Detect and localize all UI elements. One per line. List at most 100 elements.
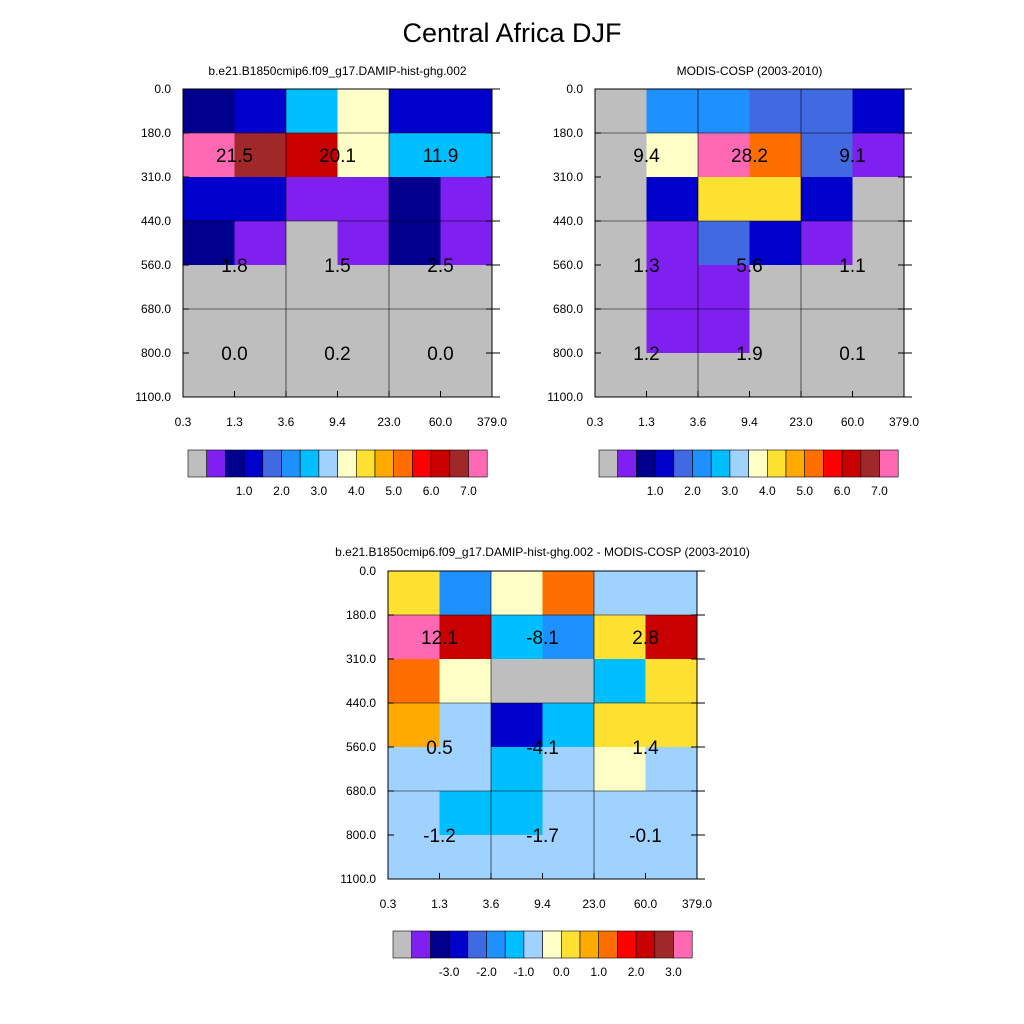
colorbar-swatch	[504, 930, 525, 959]
heatmap-cell	[542, 571, 595, 616]
y-tick-label: 560.0	[553, 258, 583, 272]
page-title: Central Africa DJF	[402, 18, 622, 48]
y-tick-label: 310.0	[553, 170, 583, 184]
heatmap-cell	[646, 309, 699, 354]
heatmap-cell	[749, 177, 802, 222]
heatmap-cell	[388, 791, 440, 836]
y-tick-label: 440.0	[553, 214, 583, 228]
cell-value-label: 1.1	[839, 256, 865, 277]
heatmap-cell	[286, 353, 338, 398]
cell-value-label: 2.8	[632, 628, 658, 649]
colorbar-label: 1.0	[590, 965, 607, 979]
colorbar-label: 4.0	[348, 484, 365, 498]
heatmap-cell	[439, 791, 492, 836]
y-tick-label: 1100.0	[547, 390, 583, 404]
colorbar-label: 5.0	[796, 484, 813, 498]
heatmap-cell	[595, 265, 647, 310]
heatmap-cell	[852, 265, 905, 310]
heatmap-cell	[595, 89, 647, 134]
y-tick-label: 0.0	[154, 82, 171, 96]
heatmap-cell	[388, 659, 440, 704]
x-tick-label: 0.3	[587, 415, 604, 429]
heatmap-cell	[286, 265, 338, 310]
heatmap-cell	[595, 221, 647, 266]
y-tick-label: 680.0	[141, 302, 171, 316]
colorbar-swatch	[468, 449, 488, 478]
x-tick-label: 0.3	[175, 415, 192, 429]
heatmap-cell	[542, 615, 595, 660]
x-tick-label: 379.0	[477, 415, 507, 429]
heatmap-cell	[594, 571, 646, 616]
colorbar-label: 0.0	[553, 965, 570, 979]
colorbar-swatch	[617, 930, 637, 959]
heatmap-cell	[646, 265, 699, 310]
heatmap-cell	[440, 133, 493, 178]
heatmap-cell	[646, 177, 699, 222]
heatmap-cell	[698, 133, 750, 178]
heatmap-cell	[183, 177, 235, 222]
heatmap-cell	[749, 309, 802, 354]
colorbar-label: 2.0	[273, 484, 290, 498]
colorbar-swatch	[598, 930, 618, 959]
heatmap-cell	[852, 221, 905, 266]
colorbar-swatch	[879, 449, 899, 478]
heatmap-cell	[542, 835, 595, 880]
y-tick-label: 800.0	[141, 346, 171, 360]
colorbar-label: 3.0	[665, 965, 682, 979]
x-tick-label: 23.0	[377, 415, 401, 429]
heatmap-cell	[698, 89, 750, 134]
heatmap-cell	[491, 835, 543, 880]
colorbar-swatch	[411, 930, 431, 959]
heatmap-cell	[801, 353, 853, 398]
heatmap-cell	[234, 265, 287, 310]
heatmap-cell	[388, 571, 440, 616]
x-tick-label: 379.0	[889, 415, 919, 429]
heatmap-cell	[389, 89, 441, 134]
heatmap-cell	[645, 791, 698, 836]
heatmap-cell	[645, 615, 698, 660]
colorbar-swatch	[392, 930, 413, 959]
colorbar-label: 2.0	[628, 965, 645, 979]
x-tick-label: 1.3	[431, 897, 448, 911]
x-tick-label: 379.0	[682, 897, 712, 911]
heatmap-cell	[337, 221, 390, 266]
y-tick-label: 560.0	[141, 258, 171, 272]
cell-value-label: -8.1	[526, 628, 559, 649]
y-tick-label: 800.0	[346, 828, 376, 842]
y-tick-label: 0.0	[359, 564, 376, 578]
heatmap-cell	[852, 177, 905, 222]
colorbar-label: -2.0	[476, 965, 497, 979]
heatmap-cell	[801, 221, 853, 266]
heatmap-cell	[542, 703, 595, 748]
colorbar-label: 7.0	[460, 484, 477, 498]
y-tick-label: 440.0	[346, 696, 376, 710]
heatmap-cell	[646, 353, 699, 398]
colorbar-swatch	[635, 930, 656, 959]
cell-value-label: 12.1	[421, 628, 458, 649]
heatmap-cell	[594, 835, 646, 880]
heatmap-cell	[337, 353, 390, 398]
colorbar-swatch	[542, 930, 562, 959]
heatmap-cell	[439, 615, 492, 660]
y-tick-label: 180.0	[346, 608, 376, 622]
cell-value-label: -4.1	[526, 738, 559, 759]
colorbar-swatch	[560, 930, 581, 959]
heatmap-cell	[801, 309, 853, 354]
heatmap-cell	[594, 791, 646, 836]
heatmap-cell	[645, 835, 698, 880]
cell-value-label: 2.5	[427, 256, 453, 277]
heatmap-cell	[183, 89, 235, 134]
heatmap-cell	[749, 221, 802, 266]
colorbar-swatch	[486, 930, 506, 959]
y-tick-label: 180.0	[141, 126, 171, 140]
heatmap-cell	[749, 89, 802, 134]
y-tick-label: 440.0	[141, 214, 171, 228]
panel-title: b.e21.B1850cmip6.f09_g17.DAMIP-hist-ghg.…	[335, 545, 750, 559]
cell-value-label: -0.1	[629, 826, 662, 847]
x-tick-label: 3.6	[690, 415, 707, 429]
heatmap-cell	[389, 353, 441, 398]
colorbar-label: 1.0	[647, 484, 664, 498]
heatmap-cell	[389, 133, 441, 178]
x-tick-label: 9.4	[534, 897, 551, 911]
